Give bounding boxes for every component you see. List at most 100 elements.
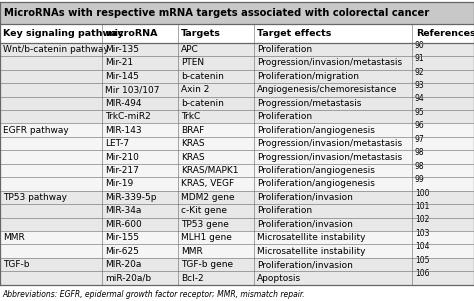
Text: Abbreviations: EGFR, epidermal growth factor receptor; MMR, mismatch repair.: Abbreviations: EGFR, epidermal growth fa… <box>2 290 305 299</box>
Text: Microsatellite instability: Microsatellite instability <box>257 233 365 242</box>
Text: Mir-155: Mir-155 <box>105 233 139 242</box>
Text: 93: 93 <box>415 81 425 90</box>
Text: c-Kit gene: c-Kit gene <box>181 206 227 215</box>
Text: Wnt/b-catenin pathway: Wnt/b-catenin pathway <box>3 45 109 54</box>
Text: Angiogenesis/chemoresistance: Angiogenesis/chemoresistance <box>257 85 397 94</box>
Text: MDM2 gene: MDM2 gene <box>181 193 235 202</box>
Bar <box>0 56 474 70</box>
Text: Mir-21: Mir-21 <box>105 58 133 67</box>
Text: 90: 90 <box>415 41 425 50</box>
Text: PTEN: PTEN <box>181 58 204 67</box>
Text: Key signaling pathway: Key signaling pathway <box>3 29 124 38</box>
Text: MicroRNAs with respective mRNA targets associated with colorectal cancer: MicroRNAs with respective mRNA targets a… <box>4 8 429 18</box>
Text: 98: 98 <box>415 162 424 171</box>
Text: Proliferation/angiogenesis: Proliferation/angiogenesis <box>257 126 375 135</box>
Text: Proliferation/invasion: Proliferation/invasion <box>257 193 353 202</box>
Text: b-catenin: b-catenin <box>181 72 224 81</box>
Bar <box>0 137 474 150</box>
Bar <box>0 258 474 271</box>
Text: Bcl-2: Bcl-2 <box>181 274 204 283</box>
Text: Progression/metastasis: Progression/metastasis <box>257 99 361 108</box>
Bar <box>0 150 474 164</box>
Bar <box>0 97 474 110</box>
Text: Proliferation/angiogenesis: Proliferation/angiogenesis <box>257 179 375 188</box>
Text: microRNA: microRNA <box>105 29 158 38</box>
Text: Target effects: Target effects <box>257 29 331 38</box>
Text: 99: 99 <box>415 175 425 184</box>
Bar <box>0 2 474 24</box>
Text: TP53 gene: TP53 gene <box>181 220 229 229</box>
Text: MMR: MMR <box>3 233 25 242</box>
Text: Proliferation/invasion: Proliferation/invasion <box>257 220 353 229</box>
Bar <box>0 231 474 244</box>
Bar <box>0 83 474 97</box>
Text: MIR-143: MIR-143 <box>105 126 142 135</box>
Text: 100: 100 <box>415 188 429 197</box>
Text: 92: 92 <box>415 67 424 76</box>
Text: 101: 101 <box>415 202 429 211</box>
Text: b-catenin: b-catenin <box>181 99 224 108</box>
Text: 94: 94 <box>415 95 425 104</box>
Text: References: References <box>416 29 474 38</box>
Text: MIR-20a: MIR-20a <box>105 260 142 269</box>
Text: MLH1 gene: MLH1 gene <box>181 233 232 242</box>
Text: Proliferation: Proliferation <box>257 45 312 54</box>
Text: KRAS: KRAS <box>181 153 205 162</box>
Text: Apoptosis: Apoptosis <box>257 274 301 283</box>
Text: KRAS/MAPK1: KRAS/MAPK1 <box>181 166 238 175</box>
Text: Proliferation: Proliferation <box>257 206 312 215</box>
Text: 97: 97 <box>415 135 425 144</box>
Bar <box>0 244 474 258</box>
Text: KRAS, VEGF: KRAS, VEGF <box>181 179 234 188</box>
Text: 106: 106 <box>415 269 429 278</box>
Text: TGF-b gene: TGF-b gene <box>181 260 233 269</box>
Text: APC: APC <box>181 45 199 54</box>
Text: Progression/invasion/metastasis: Progression/invasion/metastasis <box>257 139 402 148</box>
Bar <box>0 218 474 231</box>
Text: 96: 96 <box>415 121 425 130</box>
Text: MIR-494: MIR-494 <box>105 99 142 108</box>
Text: 95: 95 <box>415 108 425 117</box>
Text: KRAS: KRAS <box>181 139 205 148</box>
Text: Proliferation: Proliferation <box>257 112 312 121</box>
Text: Microsatellite instability: Microsatellite instability <box>257 247 365 256</box>
Bar <box>0 123 474 137</box>
Text: Mir-135: Mir-135 <box>105 45 139 54</box>
Text: Progression/invasion/metastasis: Progression/invasion/metastasis <box>257 153 402 162</box>
Text: Progression/invasion/metastasis: Progression/invasion/metastasis <box>257 58 402 67</box>
Text: LET-7: LET-7 <box>105 139 129 148</box>
Bar <box>0 70 474 83</box>
Text: Mir-625: Mir-625 <box>105 247 139 256</box>
Text: Targets: Targets <box>181 29 221 38</box>
Text: 104: 104 <box>415 242 429 251</box>
Text: Axin 2: Axin 2 <box>181 85 210 94</box>
Bar <box>0 191 474 204</box>
Text: Mir-145: Mir-145 <box>105 72 139 81</box>
Text: MIR-34a: MIR-34a <box>105 206 142 215</box>
Text: MMR: MMR <box>181 247 203 256</box>
Bar <box>0 164 474 177</box>
Text: TGF-b: TGF-b <box>3 260 30 269</box>
Text: 102: 102 <box>415 216 429 225</box>
Text: TrkC: TrkC <box>181 112 201 121</box>
Bar <box>0 271 474 285</box>
Text: MiR-339-5p: MiR-339-5p <box>105 193 157 202</box>
Text: 98: 98 <box>415 148 424 157</box>
Text: Proliferation/invasion: Proliferation/invasion <box>257 260 353 269</box>
Bar <box>0 24 474 43</box>
Bar <box>0 204 474 218</box>
Bar <box>0 110 474 123</box>
Text: Proliferation/migration: Proliferation/migration <box>257 72 359 81</box>
Text: Mir-19: Mir-19 <box>105 179 134 188</box>
Text: Proliferation/angiogenesis: Proliferation/angiogenesis <box>257 166 375 175</box>
Text: Mir-210: Mir-210 <box>105 153 139 162</box>
Text: 105: 105 <box>415 256 429 265</box>
Text: 91: 91 <box>415 54 424 63</box>
Text: Mir-217: Mir-217 <box>105 166 139 175</box>
Text: EGFR pathway: EGFR pathway <box>3 126 69 135</box>
Text: TP53 pathway: TP53 pathway <box>3 193 67 202</box>
Text: TrkC-miR2: TrkC-miR2 <box>105 112 151 121</box>
Text: Mir 103/107: Mir 103/107 <box>105 85 160 94</box>
Text: miR-20a/b: miR-20a/b <box>105 274 151 283</box>
Bar <box>0 43 474 56</box>
